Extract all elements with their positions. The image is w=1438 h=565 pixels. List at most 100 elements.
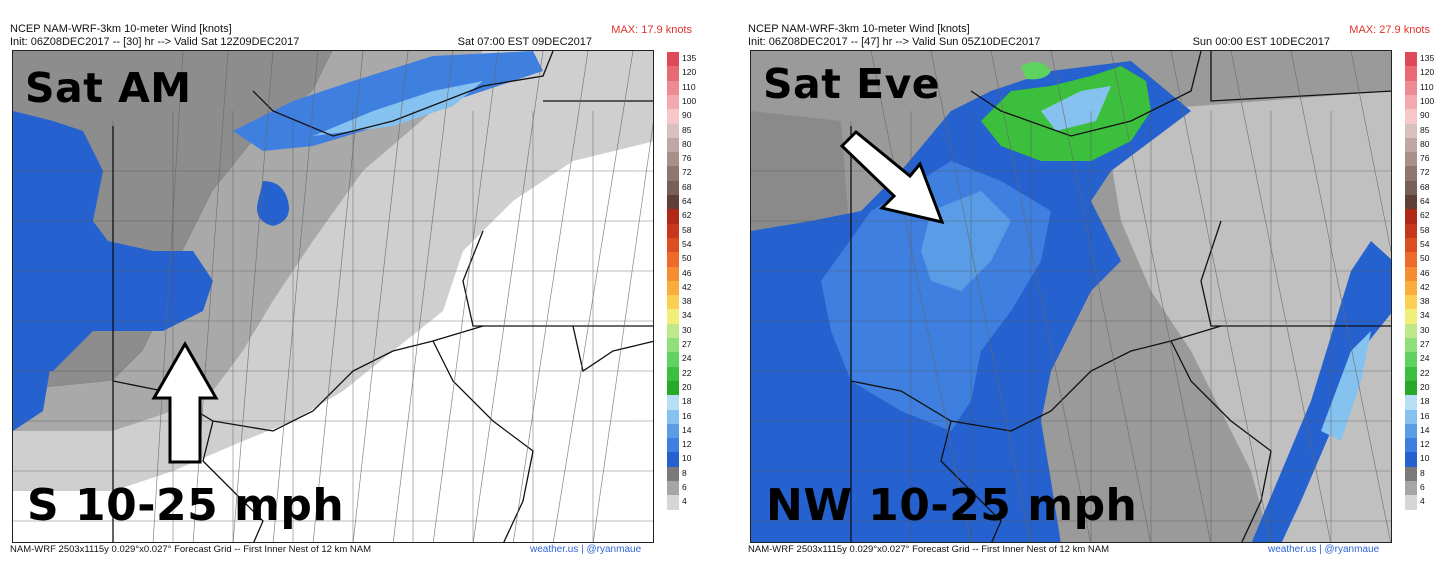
colorbar-swatch: [667, 352, 679, 368]
colorbar-level-label: 120: [1420, 67, 1435, 78]
colorbar-swatch: [1405, 352, 1417, 368]
colorbar-level-label: 135: [682, 53, 697, 63]
state-borders: [850, 51, 1391, 542]
map-panel-right: NCEP NAM-WRF-3km 10-meter Wind [knots] I…: [738, 0, 1438, 565]
valid-local-time: Sun 00:00 EST 10DEC2017: [1192, 36, 1330, 48]
colorbar-level-label: 4: [1420, 496, 1425, 507]
colorbar-swatch: [667, 266, 679, 282]
colorbar-level-label: 85: [682, 124, 692, 135]
colorbar-level-label: 8: [1420, 467, 1425, 478]
colorbar-swatch: [667, 80, 679, 96]
colorbar-swatch: [1405, 80, 1417, 96]
colorbar-level-label: 120: [682, 67, 697, 78]
southeast-arrow: [839, 129, 945, 225]
colorbar-level-label: 90: [682, 110, 692, 121]
credit-link[interactable]: weather.us | @ryanmaue: [530, 544, 642, 555]
colorbar-swatch: [1405, 280, 1417, 296]
colorbar-swatch: [1405, 409, 1417, 425]
lightblue-core: [921, 191, 1011, 291]
medium-gray-region: [13, 51, 483, 431]
colorbar-level-label: 54: [682, 238, 692, 249]
colorbar-swatch: [667, 280, 679, 296]
colorbar-swatch: [667, 109, 679, 124]
colorbar-swatch: [1405, 323, 1417, 339]
colorbar: [667, 52, 679, 528]
wind-map: [750, 50, 1392, 543]
colorbar-swatch: [667, 223, 679, 239]
panel-title: NCEP NAM-WRF-3km 10-meter Wind [knots]: [748, 23, 970, 35]
colorbar-level-label: 24: [1420, 353, 1430, 364]
colorbar-swatch: [1405, 209, 1417, 225]
colorbar-level-label: 80: [682, 138, 692, 149]
colorbar-swatch: [667, 94, 679, 110]
colorbar-swatch: [667, 338, 679, 353]
wind-label: S 10-25 mph: [27, 480, 345, 531]
init-valid-line: Init: 06Z08DEC2017 -- [30] hr --> Valid …: [10, 36, 300, 48]
time-label: Sat AM: [25, 64, 192, 112]
colorbar-level-label: 72: [1420, 167, 1430, 178]
colorbar-swatch: [667, 166, 679, 182]
colorbar-level-label: 58: [682, 224, 692, 235]
colorbar-level-label: 110: [1420, 81, 1434, 92]
colorbar-swatch: [667, 209, 679, 225]
colorbar-level-label: 20: [1420, 381, 1430, 392]
grid-footer: NAM-WRF 2503x1115y 0.029°x0.027° Forecas…: [748, 544, 1109, 555]
colorbar-swatch: [667, 295, 679, 310]
colorbar-level-label: 42: [682, 281, 692, 292]
colorbar-level-label: 10: [682, 453, 692, 464]
colorbar-level-label: 4: [682, 496, 687, 507]
colorbar-swatch: [1405, 423, 1417, 439]
colorbar-swatch: [1405, 237, 1417, 253]
colorbar-swatch: [667, 252, 679, 267]
colorbar-swatch: [1405, 495, 1417, 511]
colorbar-swatch: [667, 452, 679, 468]
colorbar-level-label: 110: [682, 81, 696, 92]
colorbar-level-label: 76: [682, 153, 692, 164]
colorbar-swatch: [667, 395, 679, 410]
colorbar-level-label: 6: [1420, 482, 1425, 492]
colorbar-swatch: [667, 137, 679, 153]
colorbar-swatch: [667, 481, 679, 496]
colorbar-swatch: [1405, 452, 1417, 468]
colorbar-level-label: 34: [1420, 310, 1430, 321]
colorbar-swatch: [1405, 295, 1417, 310]
colorbar-level-label: 10: [1420, 453, 1430, 464]
colorbar-swatch: [667, 380, 679, 396]
colorbar-level-label: 68: [682, 181, 692, 192]
colorbar-swatch: [667, 323, 679, 339]
map-panel-left: NCEP NAM-WRF-3km 10-meter Wind [knots] I…: [0, 0, 700, 565]
north-arrow: [151, 340, 219, 464]
colorbar-level-label: 14: [682, 424, 692, 435]
wind-field-map: [13, 51, 653, 542]
colorbar-level-label: 18: [1420, 396, 1430, 407]
colorbar-level-label: 46: [682, 267, 692, 278]
colorbar-swatch: [1405, 195, 1417, 210]
init-valid-line: Init: 06Z08DEC2017 -- [47] hr --> Valid …: [748, 36, 1041, 48]
colorbar-swatch: [667, 438, 679, 453]
colorbar-swatch: [1405, 266, 1417, 282]
colorbar-level-label: 50: [682, 253, 692, 264]
wind-label: NW 10-25 mph: [766, 480, 1138, 531]
colorbar-swatch: [1405, 94, 1417, 110]
time-label: Sat Eve: [763, 60, 941, 108]
credit-link[interactable]: weather.us | @ryanmaue: [1268, 544, 1380, 555]
colorbar-swatch: [667, 123, 679, 139]
colorbar-level-label: 30: [1420, 324, 1430, 335]
colorbar-swatch: [1405, 438, 1417, 453]
colorbar-level-label: 68: [1420, 181, 1430, 192]
colorbar-swatch: [1405, 180, 1417, 196]
colorbar-swatch: [667, 409, 679, 425]
colorbar-swatch: [667, 466, 679, 482]
colorbar-level-label: 27: [1420, 339, 1430, 349]
max-wind-label: MAX: 27.9 knots: [1349, 24, 1430, 36]
colorbar-swatch: [667, 195, 679, 210]
colorbar-level-label: 22: [682, 367, 692, 378]
colorbar-level-label: 90: [1420, 110, 1430, 121]
wind-streamlines: [870, 51, 1391, 542]
lightblue-streak: [1321, 331, 1371, 441]
colorbar-level-label: 46: [1420, 267, 1430, 278]
county-lines: [13, 111, 653, 542]
colorbar-swatch: [1405, 109, 1417, 124]
colorbar-level-label: 64: [682, 196, 692, 206]
colorbar-level-label: 54: [1420, 238, 1430, 249]
